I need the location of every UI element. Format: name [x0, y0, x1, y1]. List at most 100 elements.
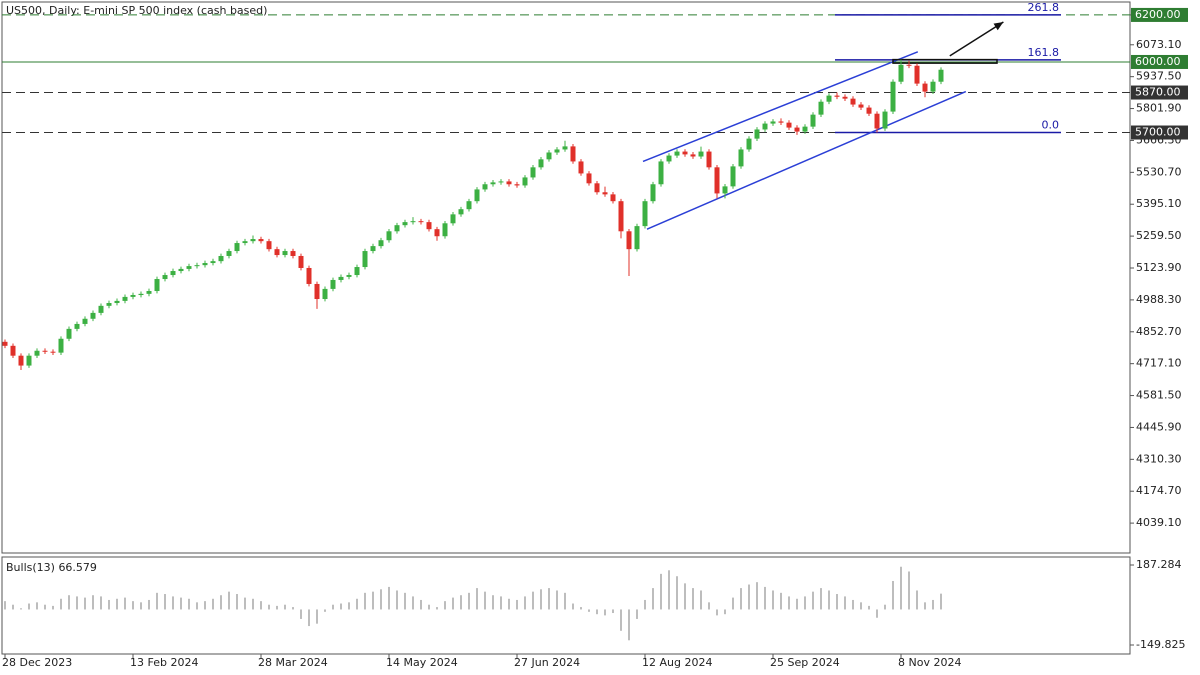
indicator-bar [716, 609, 718, 616]
indicator-bar [740, 588, 742, 610]
arrow-head [993, 21, 1004, 31]
indicator-bar [620, 609, 622, 631]
indicator-bar [92, 595, 94, 610]
indicator-bar [340, 603, 342, 610]
indicator-bar [164, 594, 166, 610]
candle-body [122, 296, 128, 301]
indicator-bar [652, 588, 654, 610]
indicator-bar [892, 580, 894, 610]
indicator-bar [708, 602, 710, 610]
candle-body [354, 267, 360, 276]
indicator-bar [508, 598, 510, 610]
channel-line [642, 51, 919, 163]
indicator-bar [628, 609, 630, 641]
indicator-bar [868, 605, 870, 610]
indicator-bar [668, 570, 670, 610]
candle-body [506, 181, 512, 185]
candle-body [130, 295, 136, 297]
candle-body [578, 161, 584, 174]
candle-body [914, 65, 920, 84]
indicator-bar [820, 588, 822, 610]
indicator-bar [644, 599, 646, 610]
indicator-bar [276, 605, 278, 610]
candle-body [290, 251, 296, 256]
candle-body [42, 350, 48, 352]
candle-body [26, 355, 32, 366]
y-tick-label: 4581.50 [1136, 389, 1182, 402]
indicator-bar [852, 599, 854, 610]
candle-body [298, 255, 304, 268]
candle-body [442, 223, 448, 237]
indicator-bar [700, 590, 702, 610]
candle-body [266, 241, 272, 250]
candle-body [602, 192, 608, 195]
candle-body [722, 186, 728, 194]
candle-body [730, 166, 736, 187]
candle-body [202, 263, 208, 266]
indicator-bar [556, 590, 558, 610]
candle-body [106, 303, 112, 306]
y-tick-label: 4445.90 [1136, 420, 1182, 433]
indicator-bar [924, 602, 926, 610]
candle-body [938, 69, 944, 82]
candle-body [746, 138, 752, 150]
indicator-bar [548, 588, 550, 610]
indicator-bar [756, 582, 758, 610]
candle-body [466, 201, 472, 210]
price-tag [1131, 7, 1188, 22]
candle-body [418, 221, 424, 223]
indicator-bar [364, 592, 366, 610]
indicator-bar [732, 597, 734, 610]
candle-body [714, 167, 720, 194]
indicator-bar [796, 598, 798, 610]
candle-body [818, 101, 824, 115]
candle-body [370, 246, 376, 252]
indicator-bar [524, 596, 526, 610]
indicator-title: Bulls(13) 66.579 [6, 561, 97, 574]
candle-body [754, 129, 760, 139]
candle-body [690, 154, 696, 157]
candle-body [250, 239, 256, 242]
indicator-bar [444, 601, 446, 610]
candle-body [498, 181, 504, 183]
indicator-bar [124, 597, 126, 610]
y-tick-label: 4174.70 [1136, 484, 1182, 497]
indicator-bar [140, 602, 142, 610]
channel-line [646, 90, 967, 230]
indicator-bar [212, 598, 214, 610]
indicator-bar [748, 584, 750, 610]
indicator-bar [804, 596, 806, 610]
candle-body [330, 279, 336, 289]
price-tag-label: 5700.00 [1135, 126, 1181, 139]
candle-body [794, 127, 800, 132]
candle-body [82, 318, 88, 324]
candle-body [858, 104, 864, 108]
indicator-bar [44, 604, 46, 610]
y-tick-label: 5259.50 [1136, 229, 1182, 242]
candle-body [706, 151, 712, 168]
indicator-bar [316, 609, 318, 624]
candle-body [194, 265, 200, 267]
candle-body [650, 184, 656, 202]
candle-body [338, 276, 344, 280]
candle-body [634, 226, 640, 250]
indicator-bar [324, 609, 326, 612]
candle-body [426, 222, 432, 230]
indicator-bar [236, 594, 238, 610]
indicator-bar [356, 598, 358, 610]
candle-body [98, 305, 104, 313]
indicator-bar [412, 596, 414, 610]
candle-body [282, 251, 288, 256]
indicator-bar [500, 596, 502, 610]
indicator-bar [484, 591, 486, 610]
chart-title: US500, Daily: E-mini SP 500 index (cash … [6, 4, 267, 17]
indicator-bar [4, 601, 6, 610]
indicator-bar [460, 595, 462, 610]
y-tick-label: 4852.70 [1136, 325, 1182, 338]
indicator-bar [828, 590, 830, 610]
candle-body [554, 149, 560, 153]
indicator-bar [308, 609, 310, 627]
candle-body [850, 98, 856, 105]
candle-body [410, 221, 416, 223]
